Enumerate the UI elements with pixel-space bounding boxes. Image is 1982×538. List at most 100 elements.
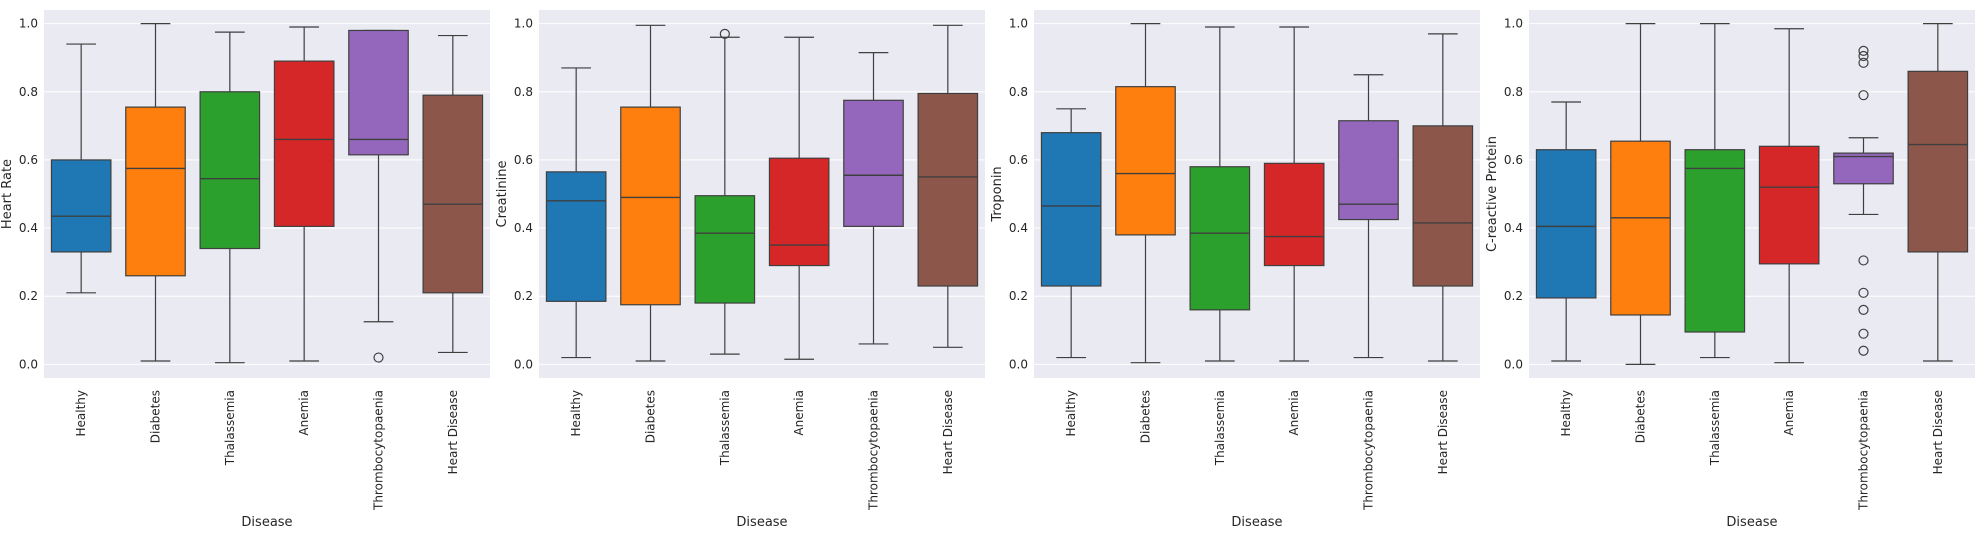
box-diabetes	[1115, 23, 1176, 364]
y-tick-label: 0.4	[1504, 221, 1523, 235]
x-tick-label: Heart Disease	[1931, 390, 1945, 474]
box-iqr	[620, 106, 681, 306]
box-anemia	[1263, 26, 1325, 362]
x-tick-label: Thalassemia	[1708, 390, 1722, 466]
outlier-point	[1858, 345, 1869, 356]
plot-area	[1529, 10, 1975, 378]
y-tick-label: 0.6	[1504, 153, 1523, 167]
box-anemia	[1758, 28, 1820, 364]
plot-area	[539, 10, 985, 378]
x-tick-label: Anemia	[297, 390, 311, 436]
y-tick-label: 1.0	[19, 17, 38, 31]
x-tick-label: Thalassemia	[718, 390, 732, 466]
outlier-point	[1858, 287, 1869, 298]
box-heart-disease	[917, 24, 979, 348]
box-healthy	[50, 43, 112, 294]
box-iqr	[1758, 145, 1820, 265]
box-healthy	[1535, 101, 1597, 362]
y-tick-label: 1.0	[1009, 17, 1028, 31]
y-tick-label: 0.8	[1009, 85, 1028, 99]
y-tick-label: 0.2	[514, 289, 533, 303]
box-thrombocytopaenia	[1338, 74, 1399, 359]
box-thrombocytopaenia	[1833, 45, 1894, 356]
box-iqr	[422, 94, 484, 294]
y-tick-label: 0.4	[1009, 221, 1028, 235]
y-tick-label: 0.0	[1009, 357, 1028, 371]
box-iqr	[1040, 132, 1102, 287]
box-healthy	[545, 67, 607, 359]
x-tick-label: Thrombocytopaenia	[1362, 390, 1376, 511]
box-iqr	[545, 171, 607, 302]
box-iqr	[199, 91, 261, 250]
box-iqr	[1412, 125, 1474, 287]
box-iqr	[1535, 149, 1597, 299]
outlier-point	[373, 352, 384, 363]
x-tick-label: Thalassemia	[223, 390, 237, 466]
box-iqr	[768, 157, 830, 267]
outlier-point	[1858, 45, 1869, 56]
y-tick-label: 0.4	[19, 221, 38, 235]
x-tick-label: Healthy	[74, 390, 88, 437]
outlier-point	[719, 28, 730, 39]
x-axis-label: Disease	[736, 515, 787, 530]
y-tick-label: 0.0	[514, 357, 533, 371]
x-tick-label: Anemia	[1287, 390, 1301, 436]
box-thrombocytopaenia	[348, 29, 409, 363]
x-tick-label: Diabetes	[149, 390, 163, 443]
y-tick-label: 0.2	[1504, 289, 1523, 303]
x-tick-label: Thalassemia	[1213, 390, 1227, 466]
x-tick-label: Healthy	[1559, 390, 1573, 437]
y-tick-label: 0.4	[514, 221, 533, 235]
outlier-point	[1858, 304, 1869, 315]
box-iqr	[1907, 70, 1969, 253]
y-tick-label: 1.0	[1504, 17, 1523, 31]
outlier-point	[1858, 50, 1869, 62]
box-iqr	[1338, 120, 1399, 221]
x-tick-label: Diabetes	[644, 390, 658, 443]
box-thalassemia	[1684, 23, 1746, 359]
box-iqr	[1263, 162, 1325, 267]
chart-panel-1: 0.0 0.2 0.4 0.6 0.8 1.0 Healthy Diabetes Thalass…	[0, 10, 490, 530]
x-tick-label: Diabetes	[1634, 390, 1648, 443]
y-tick-label: 0.2	[1009, 289, 1028, 303]
box-heart-disease	[1412, 33, 1474, 362]
y-tick-label: 0.8	[19, 85, 38, 99]
box-iqr	[50, 159, 112, 253]
x-tick-label: Diabetes	[1139, 390, 1153, 443]
outlier-point	[1858, 57, 1869, 68]
box-iqr	[917, 92, 979, 287]
plot-area	[44, 10, 490, 378]
x-tick-label: Thrombocytopaenia	[372, 390, 386, 511]
box-iqr	[1833, 152, 1894, 185]
y-axis-label: Creatinine	[495, 161, 510, 228]
x-tick-label: Healthy	[569, 390, 583, 437]
y-tick-label: 0.0	[1504, 357, 1523, 371]
box-anemia	[273, 26, 335, 362]
box-diabetes	[125, 23, 186, 362]
outlier-point	[1858, 90, 1869, 101]
box-heart-disease	[422, 34, 484, 354]
chart-panel-2: 0.0 0.2 0.4 0.6 0.8 1.0 Healthy Diabetes Thalass…	[495, 10, 985, 530]
x-tick-label: Heart Disease	[941, 390, 955, 474]
outlier-point	[1858, 328, 1869, 339]
x-tick-label: Thrombocytopaenia	[1857, 390, 1871, 511]
y-axis-label: Heart Rate	[0, 159, 15, 229]
box-iqr	[694, 195, 756, 304]
box-iqr	[1684, 149, 1746, 333]
y-axis-label: C-reactive Protein	[1485, 136, 1500, 252]
chart-panel-4: 0.0 0.2 0.4 0.6 0.8 1.0 Healthy Diabetes Thalass…	[1485, 10, 1975, 530]
box-iqr	[348, 29, 409, 156]
y-tick-label: 0.0	[19, 357, 38, 371]
y-tick-label: 0.8	[1504, 85, 1523, 99]
x-axis-label: Disease	[1726, 515, 1777, 530]
box-iqr	[843, 99, 904, 227]
chart-panel-3: 0.0 0.2 0.4 0.6 0.8 1.0 Healthy Diabetes Thalass…	[990, 10, 1480, 530]
box-thrombocytopaenia	[843, 51, 904, 345]
box-iqr	[1610, 140, 1671, 316]
box-heart-disease	[1907, 23, 1969, 362]
box-healthy	[1040, 108, 1102, 359]
box-anemia	[768, 36, 830, 360]
box-iqr	[1189, 166, 1251, 311]
y-tick-label: 0.6	[1009, 153, 1028, 167]
